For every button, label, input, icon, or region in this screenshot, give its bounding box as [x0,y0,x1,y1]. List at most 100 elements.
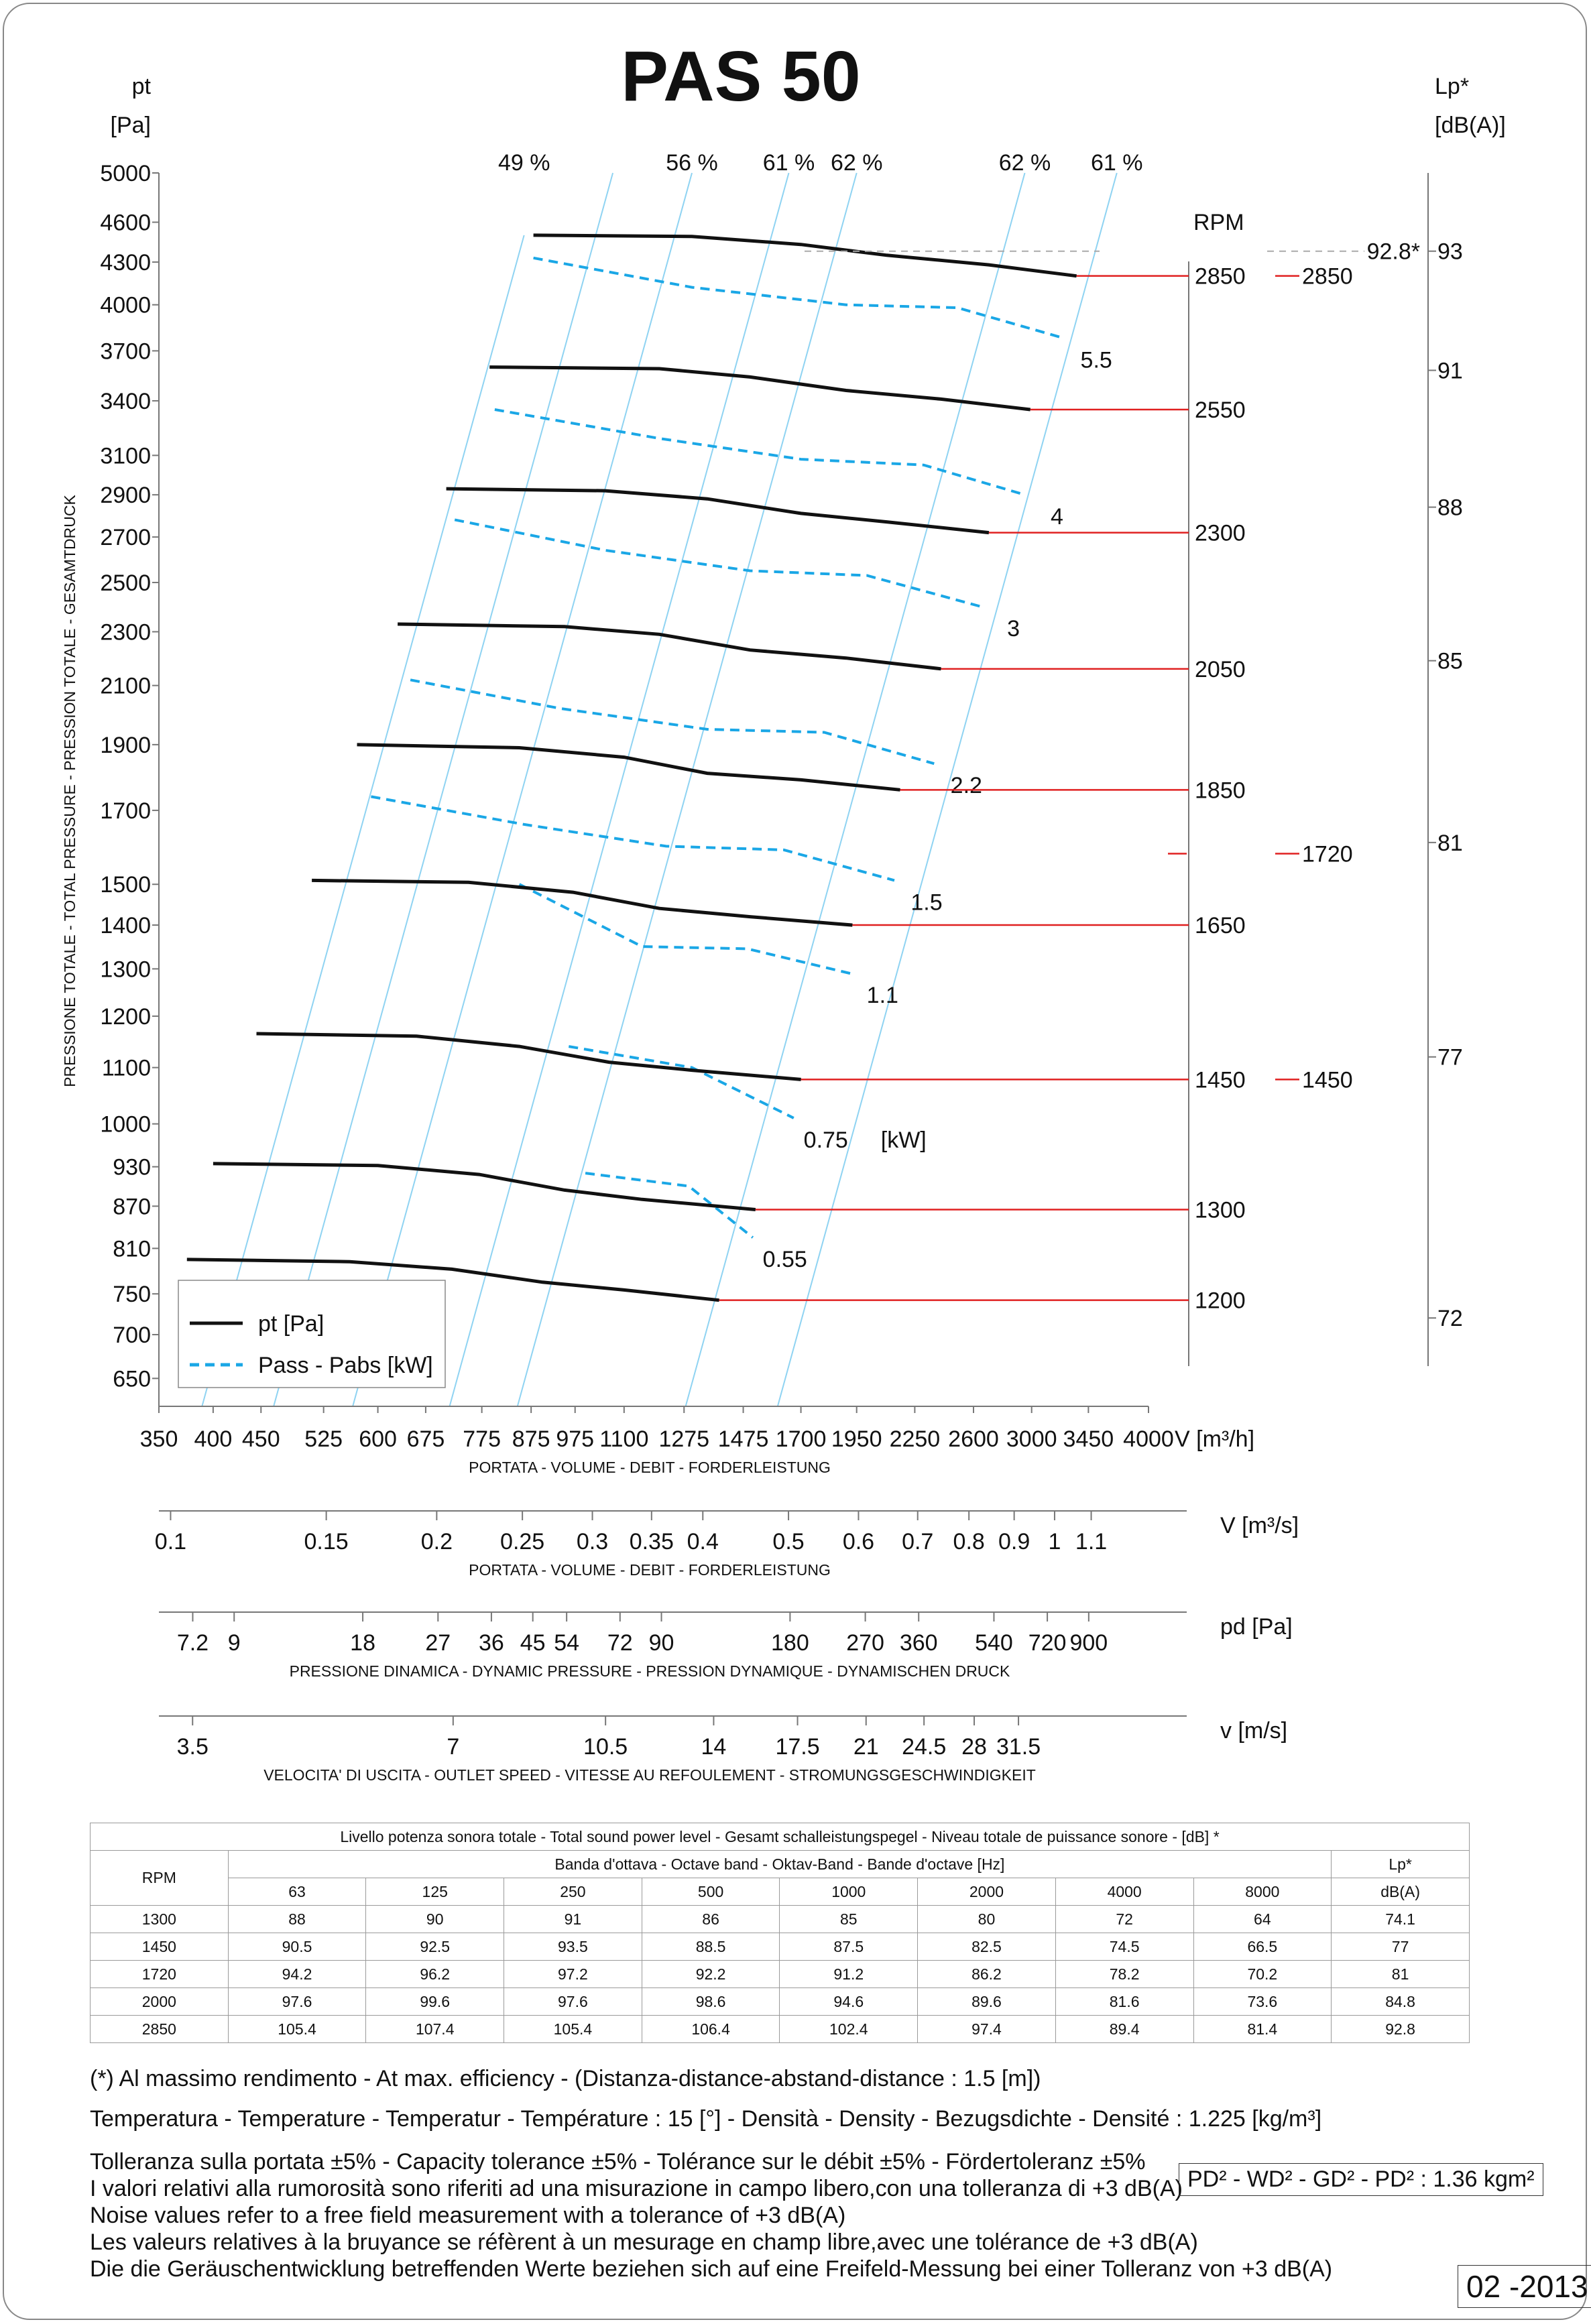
table-cell: 92.2 [641,1960,780,1988]
y-left-tick-label: 2100 [100,674,151,699]
table-cell: 92.5 [365,1933,505,1961]
table-cell: 107.4 [365,2015,505,2043]
y-left-tick-label: 3700 [100,339,151,364]
table-lp-header: Lp* [1331,1850,1470,1878]
table-cell: 70.2 [1193,1960,1332,1988]
scale-tick-label: 10.5 [583,1734,628,1760]
x-tick-label: 775 [463,1426,501,1452]
y-left-tick-label: 1500 [100,872,151,898]
scale-tick-label: 28 [961,1734,987,1760]
y-left-tick-label: 5000 [100,161,151,186]
y-left-tick-label: 1200 [100,1004,151,1030]
scale-tick-label: 0.2 [421,1529,453,1554]
pt-curve [489,365,1030,412]
x-tick-label: 675 [407,1426,445,1452]
efficiency-label: 62 % [831,150,883,176]
x-tick-label: 3450 [1063,1426,1114,1452]
rpm-label: 1450 [1195,1067,1246,1093]
y-left-tick-label: 4000 [100,293,151,318]
y-left-tick-label: 3100 [100,443,151,469]
x-tick-label: 525 [304,1426,343,1452]
note-tolerance-line: Die die Geräuschentwicklung betreffenden… [90,2256,1333,2282]
table-band-header: 500 [641,1878,780,1906]
note-tolerance-line: Les valeurs relatives à la bruyance se r… [90,2229,1198,2255]
legend-label: Pass - Pabs [kW] [258,1353,433,1378]
table-cell: 72 [1055,1905,1194,1933]
scale-tick-label: 0.25 [500,1529,544,1554]
scale-tick-label: 54 [554,1630,579,1656]
scale-tick-label: 7.2 [177,1630,209,1656]
y-left-tick-label: 1700 [100,798,151,824]
pt-curve [357,743,900,792]
note-efficiency: (*) Al massimo rendimento - At max. effi… [90,2066,1041,2091]
rpm-label: 1200 [1195,1288,1246,1314]
y-right-label: Lp* [1435,74,1469,99]
y-left-label: pt [132,74,152,99]
table-cell-lp: 84.8 [1331,1987,1470,2016]
x-tick-label: 1475 [718,1426,769,1452]
power-curve-label: 0.75 [804,1127,848,1153]
pt-curve [398,622,941,671]
legend-label: pt [Pa] [258,1311,324,1337]
sound-power-table: Livello potenza sonora totale - Total so… [90,1823,1470,2043]
scale-tick-label: 0.7 [902,1529,933,1554]
y-left-tick-label: 4600 [100,210,151,235]
x-tick-label: 600 [359,1426,397,1452]
y-right-tick-label: 85 [1437,649,1463,674]
table-cell: 82.5 [917,1933,1056,1961]
scale-tick-label: 72 [607,1630,633,1656]
efficiency-ray [352,172,693,1407]
x-tick-label: 3000 [1006,1426,1057,1452]
y-left-tick-label: 1300 [100,957,151,982]
scale-tick-label: 14 [701,1734,727,1760]
max-sound-label: 92.8* [1367,239,1420,265]
y-left-tick-label: 1400 [100,913,151,938]
chart-title: PAS 50 [621,37,860,116]
x-tick-label: 2600 [948,1426,999,1452]
table-cell: 85 [779,1905,919,1933]
table-cell: 97.6 [504,1987,642,2016]
power-curve [494,408,1026,497]
efficiency-ray [516,172,858,1407]
scale-tick-label: 0.4 [687,1529,719,1554]
table-cell: 106.4 [641,2015,780,2043]
power-curve [371,795,895,882]
table-rpm-header: RPM [90,1850,229,1906]
table-cell: 91.2 [779,1960,919,1988]
x-tick-label: 350 [140,1426,178,1452]
scale-tick-label: 18 [350,1630,375,1656]
scale-tick-label: 24.5 [902,1734,946,1760]
scale-label: pd [Pa] [1220,1614,1293,1640]
scale-tick-label: 45 [520,1630,546,1656]
scale-tick-label: 0.3 [577,1529,608,1554]
scale-tick-label: 0.15 [304,1529,349,1554]
table-cell: 97.4 [917,2015,1056,2043]
efficiency-ray [685,172,1026,1407]
pt-curve [312,878,853,927]
efficiency-ray [273,172,614,1407]
table-band-header: 63 [227,1878,367,1906]
rpm-label: 2550 [1195,397,1246,423]
y-left-tick-label: 810 [113,1236,151,1262]
x-tick-label: 1950 [831,1426,882,1452]
table-cell: 89.6 [917,1987,1056,2016]
power-curve-label: 0.55 [763,1247,807,1272]
y-left-tick-label: 930 [113,1155,151,1180]
y-right-tick-label: 93 [1437,239,1463,265]
table-cell: 102.4 [779,2015,919,2043]
y-left-tick-label: 1000 [100,1112,151,1138]
table-cell: 86.2 [917,1960,1056,1988]
scale-tick-label: 0.35 [630,1529,674,1554]
y-right-tick-label: 91 [1437,358,1463,383]
table-lp-unit: dB(A) [1331,1878,1470,1906]
x-tick-label: 4000 [1123,1426,1174,1452]
table-cell-rpm: 2000 [90,1987,229,2016]
scale-title: VELOCITA' DI USCITA - OUTLET SPEED - VIT… [263,1766,1036,1784]
rpm-label: 1300 [1195,1197,1246,1223]
scale-tick-label: 90 [649,1630,674,1656]
x-tick-label: 450 [242,1426,280,1452]
scale-tick-label: 7 [447,1734,459,1760]
table-cell: 90 [365,1905,505,1933]
kw-unit-label: [kW] [881,1127,927,1153]
scale-tick-label: 21 [853,1734,879,1760]
